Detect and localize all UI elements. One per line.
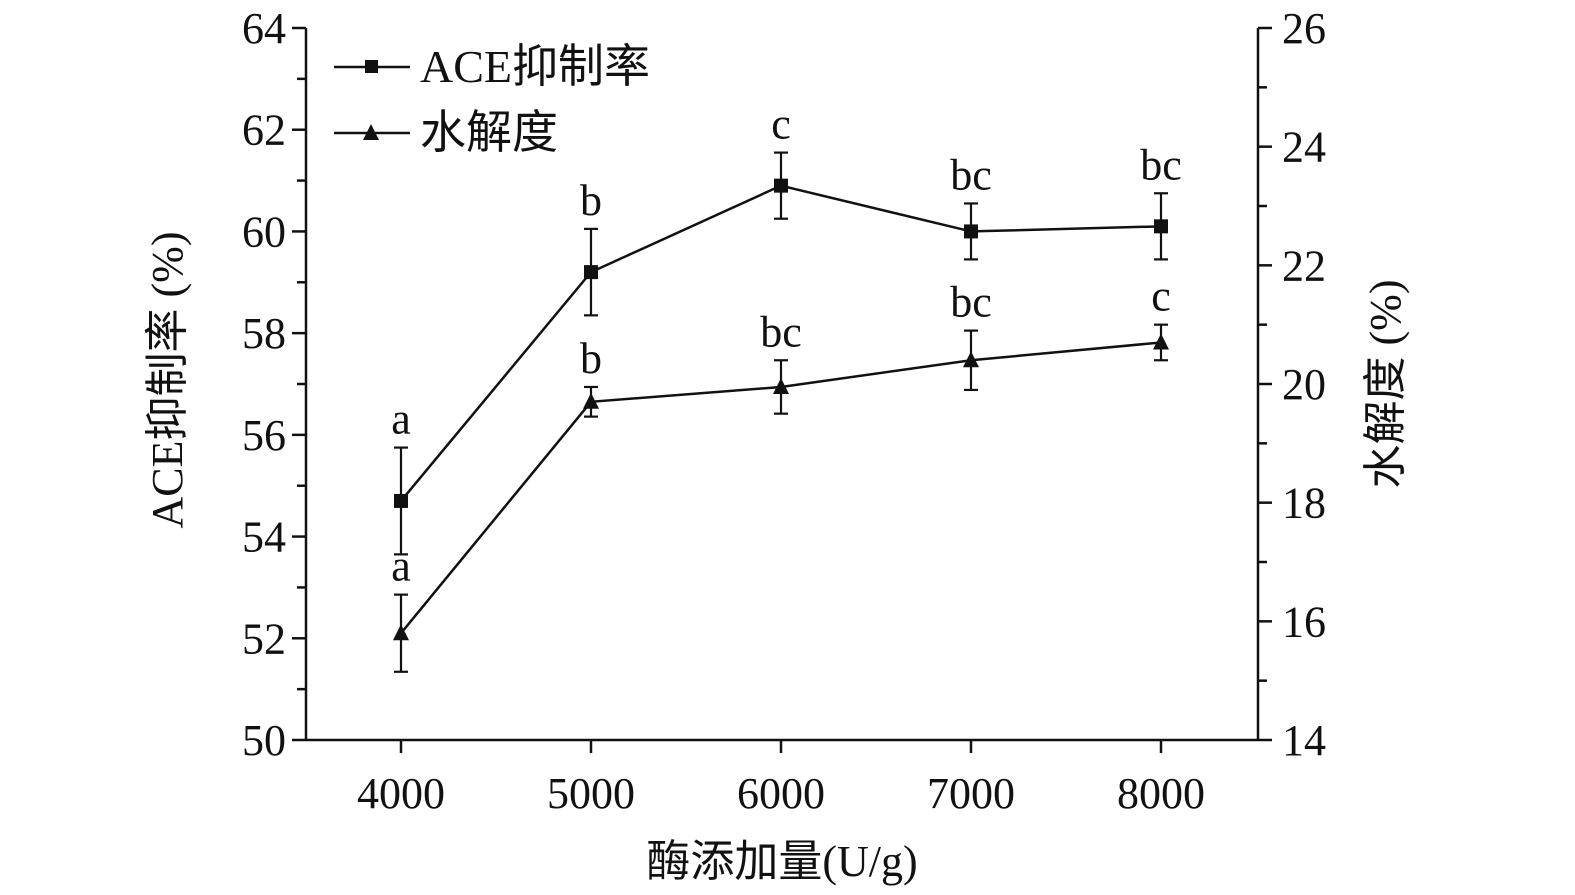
data-point-dh [963, 351, 979, 368]
significance-label-dh: c [1151, 272, 1171, 321]
legend-item-dh: 水解度 [334, 107, 558, 158]
significance-label-dh: bc [760, 307, 802, 356]
series-ace [394, 151, 1168, 556]
data-point-ace [394, 493, 408, 508]
data-point-ace [1154, 219, 1168, 234]
legend-item-ace: ACE抑制率 [334, 41, 650, 92]
significance-label-ace: bc [1140, 140, 1182, 189]
significance-label-ace: bc [950, 150, 992, 199]
data-series [393, 151, 1169, 673]
significance-label-ace: a [391, 395, 411, 444]
y-right-tick-label: 18 [1282, 479, 1326, 528]
x-tick-label: 4000 [357, 769, 445, 818]
y-left-tick-label: 54 [242, 513, 286, 562]
x-tick-label: 6000 [737, 769, 825, 818]
data-point-ace [584, 265, 598, 280]
y-right-tick-label: 16 [1282, 597, 1326, 646]
y-left-tick-label: 52 [242, 614, 286, 663]
x-tick-label: 5000 [547, 769, 635, 818]
y-left-tick-label: 58 [242, 309, 286, 358]
y-right-tick-label: 20 [1282, 360, 1326, 409]
significance-label-dh: a [391, 542, 411, 591]
y-left-tick-label: 64 [242, 4, 286, 53]
y-left-tick-label: 56 [242, 411, 286, 460]
series-dh [393, 323, 1169, 673]
y-right-tick-label: 22 [1282, 241, 1326, 290]
data-point-dh [393, 624, 409, 641]
data-point-dh [773, 377, 789, 394]
x-axis-title: 酶添加量(U/g) [646, 837, 917, 886]
legend-label-ace: ACE抑制率 [420, 41, 650, 92]
data-point-ace [774, 178, 788, 193]
y-right-tick-label: 14 [1282, 716, 1326, 765]
significance-label-dh: bc [950, 278, 992, 327]
y-left-tick-label: 62 [242, 106, 286, 155]
y-axis-title-left: ACE抑制率 (%) [143, 232, 192, 529]
y-left-tick-label: 50 [242, 716, 286, 765]
data-point-dh [583, 392, 599, 409]
x-tick-label: 7000 [927, 769, 1015, 818]
data-point-dh [1153, 333, 1169, 350]
significance-label-ace: c [771, 100, 791, 149]
significance-label-ace: b [580, 176, 602, 225]
significance-label-dh: b [580, 334, 602, 383]
legend-marker-dh [363, 124, 379, 140]
axis-tick-labels: 50 52 54 56 58 60 62 64 14 16 18 20 22 24 26 4000 5000 60… [242, 4, 1326, 818]
y-right-tick-label: 26 [1282, 4, 1326, 53]
data-point-ace [964, 224, 978, 239]
y-right-tick-label: 24 [1282, 123, 1326, 172]
y-axis-title-right: 水解度 (%) [1361, 280, 1410, 489]
legend-label-dh: 水解度 [420, 107, 558, 158]
axis-ticks [292, 26, 1272, 753]
y-left-tick-label: 60 [242, 207, 286, 256]
x-tick-label: 8000 [1117, 769, 1205, 818]
legend-marker-ace [365, 60, 378, 73]
legend: ACE抑制率 水解度 [334, 41, 650, 158]
